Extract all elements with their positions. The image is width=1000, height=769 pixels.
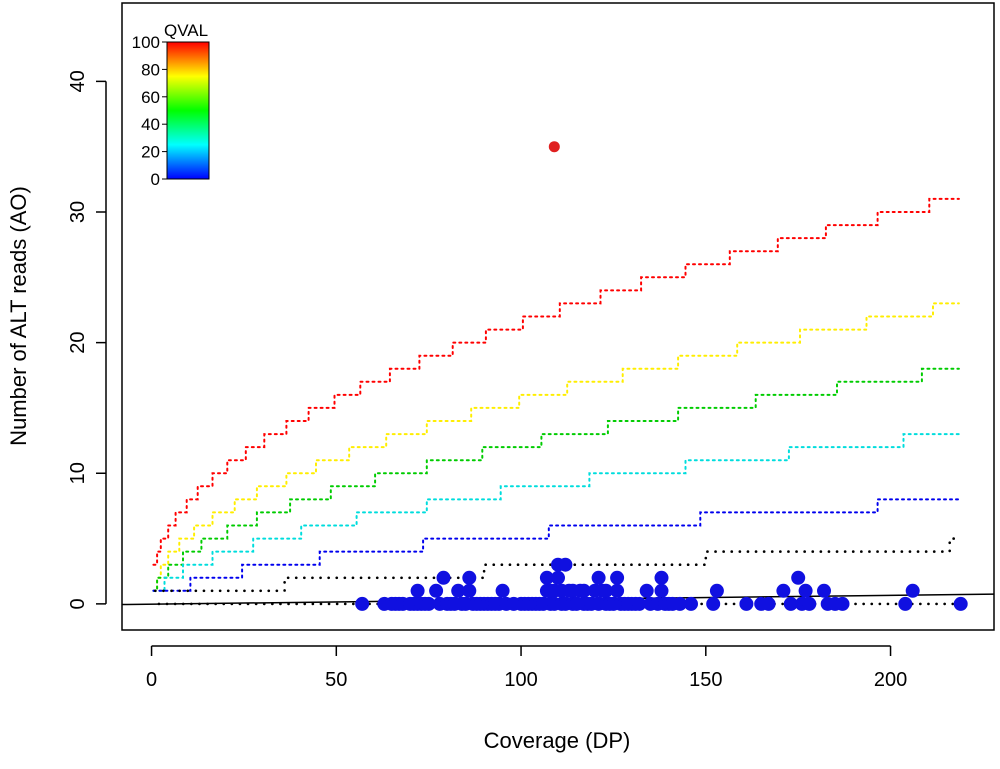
threshold-curve-2	[152, 302, 960, 592]
x-tick-label: 100	[504, 669, 537, 691]
threshold-curve-4	[152, 433, 960, 592]
data-point	[798, 583, 813, 598]
legend-tick-label: 40	[141, 115, 160, 134]
y-tick-label: 10	[67, 462, 89, 484]
threshold-curve-3	[152, 367, 960, 592]
data-point	[576, 583, 591, 598]
data-point	[783, 596, 798, 611]
data-point	[495, 583, 510, 598]
y-tick-label: 0	[67, 598, 89, 609]
data-point	[436, 570, 451, 585]
data-points	[355, 141, 968, 611]
data-point	[462, 583, 477, 598]
data-point	[898, 596, 913, 611]
data-point	[739, 596, 754, 611]
black-threshold-curve-1	[154, 537, 959, 593]
threshold-curve-1	[152, 197, 960, 566]
threshold-curve-5	[152, 498, 960, 592]
legend-ticks: 0 20 40 60 80 100	[132, 33, 167, 189]
y-tick-label: 30	[67, 201, 89, 223]
data-point	[551, 570, 565, 585]
y-axis: 0 10 20 30 40	[67, 70, 107, 609]
data-point	[776, 583, 791, 598]
legend-tick-label: 100	[132, 33, 160, 52]
data-point	[410, 583, 425, 598]
legend-tick-label: 20	[141, 143, 160, 162]
data-point	[706, 596, 721, 611]
legend-title: QVAL	[164, 21, 208, 40]
data-point	[791, 570, 806, 585]
x-tick-label: 50	[325, 669, 347, 691]
qval-colorbar-legend: QVAL 0 20 40 60 80 100	[132, 21, 210, 189]
legend-tick-label: 80	[141, 60, 160, 79]
qval-gradient-bar	[166, 41, 210, 180]
data-point	[684, 596, 698, 611]
data-point	[599, 583, 613, 598]
data-point	[654, 583, 669, 598]
data-point	[672, 596, 687, 611]
plot-frame	[121, 2, 995, 631]
data-point	[591, 570, 606, 585]
data-point	[835, 596, 850, 611]
y-axis-title: Number of ALT reads (AO)	[6, 186, 31, 446]
x-axis: 0 50 100 150 200	[146, 645, 907, 691]
legend-tick-label: 60	[141, 88, 160, 107]
data-point	[451, 583, 466, 598]
x-tick-label: 150	[689, 669, 722, 691]
data-point	[817, 583, 831, 598]
x-axis-title: Coverage (DP)	[484, 728, 631, 753]
data-point	[639, 583, 654, 598]
data-point	[539, 570, 554, 585]
y-tick-label: 20	[67, 332, 89, 354]
x-tick-label: 0	[146, 669, 157, 691]
data-point	[355, 596, 370, 611]
data-point	[709, 583, 724, 598]
data-point	[610, 583, 625, 598]
data-point	[462, 570, 477, 585]
data-point	[421, 596, 436, 611]
x-tick-label: 200	[874, 669, 907, 691]
outlier-point	[548, 141, 560, 153]
data-point	[610, 570, 625, 585]
data-point	[953, 596, 968, 611]
data-point	[429, 583, 444, 598]
data-point	[761, 596, 776, 611]
data-point	[558, 557, 573, 572]
data-point	[905, 583, 920, 598]
legend-tick-label: 0	[151, 170, 160, 189]
data-point	[632, 596, 647, 611]
y-tick-label: 40	[67, 70, 89, 92]
data-point	[802, 596, 817, 611]
data-point	[654, 570, 669, 585]
